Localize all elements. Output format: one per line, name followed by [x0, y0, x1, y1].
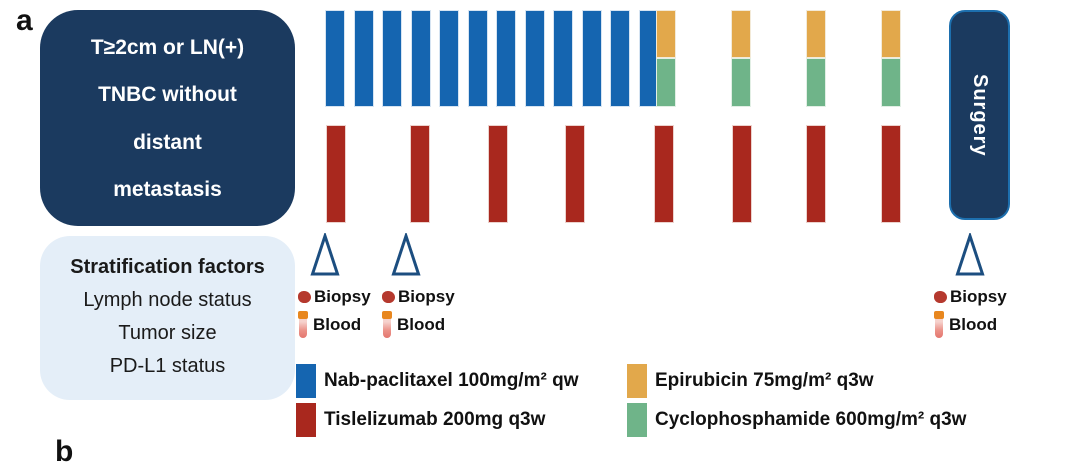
eligibility-line: distant — [133, 130, 202, 154]
tislelizumab-bar — [806, 125, 826, 223]
biopsy-annotation: Biopsy — [382, 288, 455, 305]
nab-paclitaxel-bar — [411, 10, 431, 107]
epirubicin-bar — [806, 10, 826, 58]
legend-swatch — [627, 364, 647, 398]
legend-swatch — [296, 364, 316, 398]
stratification-item: Tumor size — [118, 322, 217, 344]
tislelizumab-bar — [654, 125, 674, 223]
legend-label: Cyclophosphamide 600mg/m² q3w — [655, 409, 967, 430]
legend-label: Epirubicin 75mg/m² q3w — [655, 370, 874, 391]
nab-paclitaxel-bar — [382, 10, 402, 107]
biopsy-annotation: Biopsy — [934, 288, 1007, 305]
eligibility-line: metastasis — [113, 177, 222, 201]
biopsy-icon — [934, 290, 947, 303]
stratification-box: Stratification factors Lymph node status… — [40, 236, 295, 400]
nab-paclitaxel-bar — [610, 10, 630, 107]
blood-label: Blood — [949, 315, 998, 334]
legend-label: Nab-paclitaxel 100mg/m² qw — [324, 370, 579, 391]
tislelizumab-bar — [410, 125, 430, 223]
eligibility-line: TNBC without — [98, 83, 237, 107]
legend-label: Tislelizumab 200mg q3w — [324, 409, 546, 430]
tislelizumab-bar — [565, 125, 585, 223]
nab-paclitaxel-bar — [468, 10, 488, 107]
cyclophosphamide-bar — [881, 58, 901, 107]
blood-label: Blood — [313, 315, 362, 334]
eligibility-box: T≥2cm or LN(+) TNBC without distant meta… — [40, 10, 295, 226]
blood-label: Blood — [397, 315, 446, 334]
blood-annotation: Blood — [382, 311, 445, 338]
stratification-item: PD-L1 status — [109, 355, 226, 377]
blood-tube-icon — [382, 311, 392, 338]
tislelizumab-bar — [488, 125, 508, 223]
legend-swatch — [627, 403, 647, 437]
cyclophosphamide-bar — [731, 58, 751, 107]
nab-paclitaxel-bar — [439, 10, 459, 107]
biopsy-label: Biopsy — [398, 287, 455, 306]
cyclophosphamide-bar — [656, 58, 676, 107]
nab-paclitaxel-bar — [325, 10, 345, 107]
timepoint-triangle-icon — [955, 233, 985, 276]
cyclophosphamide-bar — [806, 58, 826, 107]
surgery-box: Surgery — [949, 10, 1010, 220]
eligibility-line: T≥2cm or LN(+) — [90, 36, 245, 59]
biopsy-label: Biopsy — [314, 287, 371, 306]
blood-annotation: Blood — [298, 311, 361, 338]
blood-tube-icon — [298, 311, 308, 338]
surgery-label: Surgery — [969, 73, 991, 157]
panel-label-b: b — [55, 435, 74, 468]
biopsy-label: Biopsy — [950, 287, 1007, 306]
blood-tube-icon — [934, 311, 944, 338]
nab-paclitaxel-bar — [496, 10, 516, 107]
nab-paclitaxel-bar — [354, 10, 374, 107]
epirubicin-bar — [731, 10, 751, 58]
tislelizumab-bar — [732, 125, 752, 223]
biopsy-icon — [382, 290, 395, 303]
panel-label-a: a — [16, 4, 33, 37]
epirubicin-bar — [656, 10, 676, 58]
treatment-schema-figure: { "panel": {"label_a": "a", "label_b": "… — [16, 4, 1010, 467]
blood-annotation: Blood — [934, 311, 997, 338]
nab-paclitaxel-bar — [553, 10, 573, 107]
nab-paclitaxel-bar — [582, 10, 602, 107]
legend-swatch — [296, 403, 316, 437]
epirubicin-bar — [881, 10, 901, 58]
timepoint-triangle-icon — [391, 233, 421, 276]
stratification-item: Lymph node status — [83, 289, 252, 311]
biopsy-annotation: Biopsy — [298, 288, 371, 305]
tislelizumab-bar — [326, 125, 346, 223]
stratification-title: Stratification factors — [70, 256, 265, 278]
biopsy-icon — [298, 290, 311, 303]
nab-paclitaxel-bar — [525, 10, 545, 107]
tislelizumab-bar — [881, 125, 901, 223]
timepoint-triangle-icon — [310, 233, 340, 276]
